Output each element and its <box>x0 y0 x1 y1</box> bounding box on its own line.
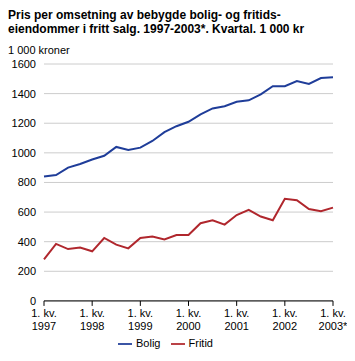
svg-text:600: 600 <box>18 206 36 218</box>
svg-text:1. kv.1999: 1. kv.1999 <box>128 307 153 332</box>
svg-text:0: 0 <box>30 295 36 307</box>
svg-text:1. kv.2002: 1. kv.2002 <box>272 307 297 332</box>
svg-text:800: 800 <box>18 176 36 188</box>
svg-text:1400: 1400 <box>12 88 36 100</box>
svg-text:1. kv.2000: 1. kv.2000 <box>176 307 201 332</box>
svg-text:1. kv.2003*: 1. kv.2003* <box>319 307 347 332</box>
html-text:Pris per omsetning av bebygde: Pris per omsetning av bebygde bolig- og … <box>8 8 305 36</box>
svg-text:200: 200 <box>18 265 36 277</box>
svg-text:1200: 1200 <box>12 117 36 129</box>
html-text:1 000 kroner: 1 000 kroner <box>8 44 70 56</box>
svg-text:400: 400 <box>18 236 36 248</box>
svg-text:1. kv.1998: 1. kv.1998 <box>79 307 104 332</box>
html-text:Bolig: Bolig <box>136 336 161 349</box>
svg-text:1. kv.2001: 1. kv.2001 <box>224 307 249 332</box>
html-text:Fritid: Fritid <box>188 336 213 349</box>
svg-text:1600: 1600 <box>12 58 36 70</box>
svg-text:1000: 1000 <box>12 147 36 159</box>
svg-text:1. kv.1997: 1. kv.1997 <box>31 307 56 332</box>
